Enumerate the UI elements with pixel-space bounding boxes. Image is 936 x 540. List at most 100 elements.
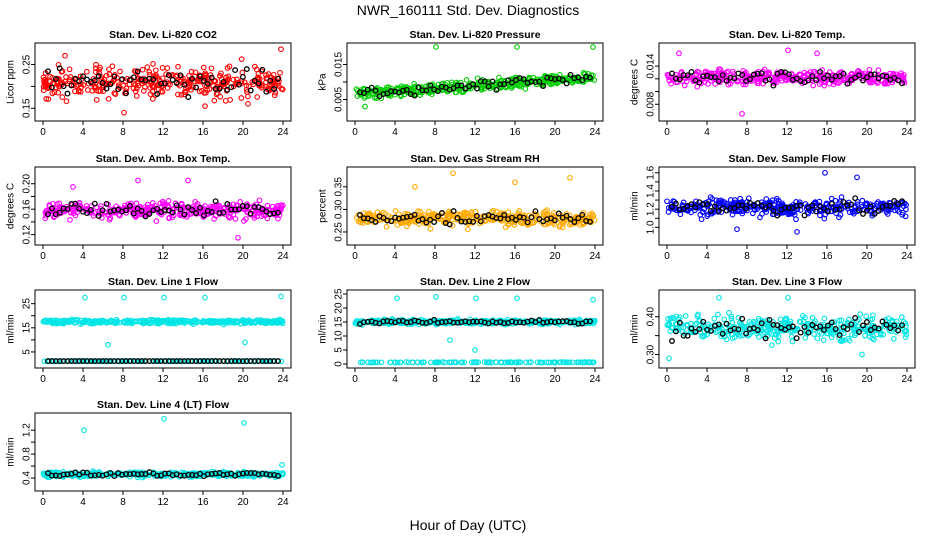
data-point <box>750 202 757 209</box>
data-point <box>567 216 574 223</box>
x-tick-label: 4 <box>392 374 398 385</box>
data-point <box>48 472 55 479</box>
data-point <box>245 93 251 100</box>
x-tick-label: 0 <box>664 127 670 138</box>
data-point <box>123 320 130 326</box>
data-point <box>224 358 231 365</box>
data-point <box>360 90 367 97</box>
data-point <box>55 89 62 96</box>
x-tick-label: 4 <box>80 251 86 262</box>
data-point <box>208 74 215 81</box>
data-point <box>856 207 863 214</box>
data-point <box>47 78 54 85</box>
data-point <box>755 315 762 322</box>
x-tick-label: 16 <box>821 374 833 385</box>
data-point <box>55 61 62 68</box>
outlier-point <box>242 339 248 346</box>
data-point <box>105 319 111 326</box>
data-point <box>275 472 281 479</box>
data-point <box>692 204 699 211</box>
x-tick-label: 20 <box>861 374 873 385</box>
data-point <box>567 319 574 326</box>
data-point <box>213 319 220 326</box>
data-point <box>42 83 49 90</box>
data-point <box>60 320 67 327</box>
data-point <box>154 472 161 479</box>
data-point <box>405 359 412 366</box>
data-point <box>863 313 869 320</box>
data-point <box>445 216 452 222</box>
data-point <box>900 203 907 210</box>
data-point <box>80 358 87 365</box>
data-point <box>224 201 231 207</box>
data-point <box>115 86 122 93</box>
y-tick-label: 0.30 <box>334 199 345 219</box>
data-point <box>799 312 806 319</box>
data-point <box>60 205 67 212</box>
data-point <box>517 359 524 366</box>
data-point <box>895 77 902 84</box>
data-point <box>575 359 582 366</box>
data-point <box>474 75 481 82</box>
data-point <box>60 471 67 478</box>
data-point <box>830 331 837 337</box>
data-point <box>80 73 87 80</box>
data-point <box>126 202 133 209</box>
data-point <box>756 334 762 340</box>
data-point <box>723 336 730 343</box>
data-point <box>669 203 675 210</box>
x-tick-label: 12 <box>157 497 169 508</box>
outlier-point <box>82 294 88 301</box>
data-point <box>852 195 859 202</box>
data-point <box>788 333 795 340</box>
data-point <box>197 204 203 211</box>
data-point <box>698 216 705 223</box>
data-point <box>743 330 750 337</box>
data-point <box>797 202 804 209</box>
data-point <box>496 74 502 81</box>
data-point <box>887 202 894 209</box>
data-point <box>372 87 379 94</box>
y-tick-label: 5 <box>22 349 33 355</box>
data-point <box>460 210 467 217</box>
data-point <box>708 74 714 81</box>
data-point <box>388 214 395 221</box>
data-point <box>48 84 55 91</box>
data-point <box>704 213 711 219</box>
data-point <box>747 76 753 83</box>
data-point <box>859 71 865 78</box>
data-point <box>821 315 828 322</box>
data-point <box>435 88 441 95</box>
data-point <box>84 358 90 365</box>
data-point <box>181 81 188 88</box>
data-point <box>403 86 410 93</box>
y-axis-label: ml/min <box>630 191 641 220</box>
data-point <box>764 328 770 335</box>
data-point <box>152 67 159 74</box>
data-point <box>200 212 207 219</box>
data-point <box>192 198 199 205</box>
reference-points <box>45 65 281 101</box>
data-point <box>766 202 773 209</box>
data-point <box>423 219 430 226</box>
data-point <box>576 77 582 84</box>
data-point <box>150 358 157 365</box>
data-point <box>665 315 671 322</box>
outlier-point <box>241 420 247 426</box>
data-point <box>212 86 219 92</box>
data-point <box>590 359 597 366</box>
y-tick-label: 0.12 <box>22 224 33 244</box>
data-point <box>276 319 282 326</box>
data-point <box>814 335 821 342</box>
data-point <box>883 202 890 209</box>
data-point <box>676 206 683 213</box>
y-tick-label: 0.014 <box>646 53 657 78</box>
data-point <box>832 73 839 80</box>
data-point <box>797 329 804 336</box>
data-point <box>785 71 792 78</box>
data-point <box>793 335 800 342</box>
data-point <box>849 331 855 338</box>
y-axis-label: ml/min <box>630 314 641 343</box>
data-point <box>691 201 698 208</box>
data-point <box>146 69 153 75</box>
